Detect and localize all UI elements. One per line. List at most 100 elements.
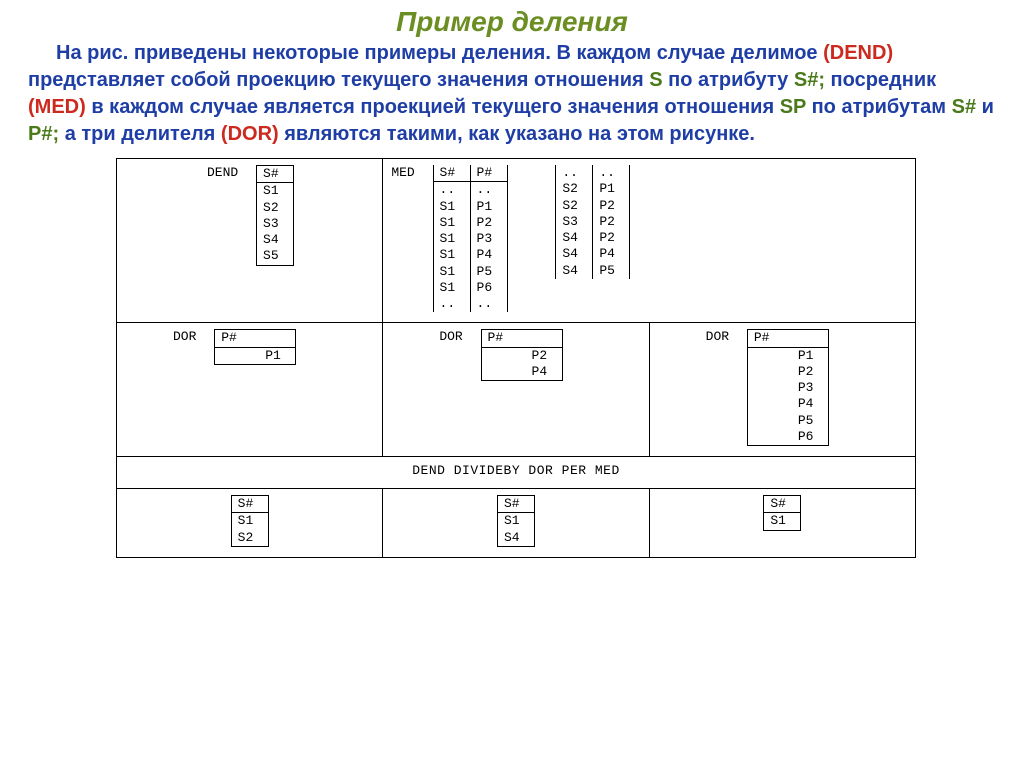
dor1-cell: P1 (215, 347, 296, 364)
term-s: S (649, 69, 662, 91)
caption: DEND DIVIDEBY DOR PER MED (117, 457, 916, 489)
table-dend: S# S1 S2 S3 S4 S5 (256, 165, 294, 266)
res1-header: S# (231, 496, 268, 513)
cell-res2: S# S1 S4 (383, 489, 649, 558)
med2-cell: P2 (593, 198, 630, 214)
label-dend: DEND (207, 165, 238, 180)
dend-cell: S2 (257, 200, 294, 216)
res2-cell: S1 (497, 513, 534, 530)
table-res3: S# S1 (763, 495, 801, 531)
intro-text: в каждом случае является проекцией текущ… (91, 96, 779, 118)
intro-text: представляет собой проекцию текущего зна… (28, 69, 649, 91)
med-cell: P6 (470, 280, 507, 296)
term-dor: (DOR) (221, 123, 279, 145)
med2-cell: P2 (593, 214, 630, 230)
dor3-cell: P3 (747, 380, 828, 396)
figure-grid: DEND S# S1 S2 S3 S4 S5 MED S# P# .... S1… (116, 158, 916, 558)
intro-text: по атрибуту (668, 69, 794, 91)
label-dor: DOR (439, 329, 462, 344)
row-dor: DOR P# P1 DOR P# P2 P4 DOR P# P1 P2 P3 P… (117, 323, 916, 457)
med2-cell: S2 (556, 181, 593, 197)
med-cell: .. (433, 296, 470, 312)
res1-cell: S2 (231, 530, 268, 547)
dend-header: S# (257, 166, 294, 183)
dor3-header: P# (747, 330, 828, 347)
intro-text: и (982, 96, 994, 118)
term-sp: SP (780, 96, 806, 118)
dend-cell: S1 (257, 183, 294, 200)
res2-cell: S4 (497, 530, 534, 547)
intro-paragraph: На рис. приведены некоторые примеры деле… (0, 40, 1024, 148)
med-cell: P1 (470, 199, 507, 215)
dor3-cell: P6 (747, 429, 828, 446)
dor3-cell: P4 (747, 396, 828, 412)
med2-cell: P5 (593, 263, 630, 279)
med2-cell: S4 (556, 230, 593, 246)
table-res1: S# S1 S2 (231, 495, 269, 547)
table-med-cont: .. .. S2P1 S2P2 S3P2 S4P2 S4P4 S4P5 (555, 165, 630, 279)
page-title: Пример деления (0, 6, 1024, 38)
dend-cell: S5 (257, 248, 294, 265)
med-cell: S1 (433, 247, 470, 263)
med2-header: .. (556, 165, 593, 181)
cell-med: MED S# P# .... S1P1 S1P2 S1P3 S1P4 S1P5 … (383, 159, 916, 323)
med-header: P# (470, 165, 507, 182)
med-cell: S1 (433, 264, 470, 280)
med-cell: S1 (433, 215, 470, 231)
cell-res1: S# S1 S2 (117, 489, 383, 558)
dor2-cell: P2 (481, 347, 562, 364)
label-dor: DOR (173, 329, 196, 344)
med-cell: .. (470, 296, 507, 312)
med2-header: .. (593, 165, 630, 181)
intro-text: посредник (831, 69, 937, 91)
med-cell: P3 (470, 231, 507, 247)
term-snum: S#; (794, 69, 825, 91)
dor2-header: P# (481, 330, 562, 347)
intro-text: являются такими, как указано на этом рис… (284, 123, 755, 145)
cell-dor2: DOR P# P2 P4 (383, 323, 649, 457)
row-caption: DEND DIVIDEBY DOR PER MED (117, 457, 916, 489)
med-header: S# (433, 165, 470, 182)
res1-cell: S1 (231, 513, 268, 530)
cell-res3: S# S1 (649, 489, 915, 558)
dend-cell: S4 (257, 232, 294, 248)
term-dend: (DEND) (823, 42, 893, 64)
label-med: MED (391, 165, 414, 180)
cell-dor1: DOR P# P1 (117, 323, 383, 457)
table-dor1: P# P1 (214, 329, 296, 365)
intro-text: по атрибутам (812, 96, 952, 118)
cell-dor3: DOR P# P1 P2 P3 P4 P5 P6 (649, 323, 915, 457)
med2-cell: P4 (593, 246, 630, 262)
med2-cell: S3 (556, 214, 593, 230)
table-dor3: P# P1 P2 P3 P4 P5 P6 (747, 329, 829, 446)
table-res2: S# S1 S4 (497, 495, 535, 547)
med-cell: .. (470, 182, 507, 199)
med2-cell: P1 (593, 181, 630, 197)
med-cell: P2 (470, 215, 507, 231)
res2-header: S# (497, 496, 534, 513)
med-cell: .. (433, 182, 470, 199)
med2-cell: S4 (556, 246, 593, 262)
res3-header: S# (764, 496, 801, 513)
dor3-cell: P2 (747, 364, 828, 380)
table-dor2: P# P2 P4 (481, 329, 563, 381)
med-cell: S1 (433, 231, 470, 247)
med-cell: P4 (470, 247, 507, 263)
dor3-cell: P1 (747, 347, 828, 364)
row-results: S# S1 S2 S# S1 S4 S# S1 (117, 489, 916, 558)
cell-dend: DEND S# S1 S2 S3 S4 S5 (117, 159, 383, 323)
med-cell: S1 (433, 280, 470, 296)
term-med: (MED) (28, 96, 86, 118)
table-med: S# P# .... S1P1 S1P2 S1P3 S1P4 S1P5 S1P6… (433, 165, 508, 312)
med2-cell: P2 (593, 230, 630, 246)
dor2-cell: P4 (481, 364, 562, 381)
med2-cell: S2 (556, 198, 593, 214)
dor3-cell: P5 (747, 413, 828, 429)
figure: DEND S# S1 S2 S3 S4 S5 MED S# P# .... S1… (116, 158, 916, 558)
intro-text: На рис. приведены некоторые примеры деле… (56, 42, 823, 64)
term-snum2: S# (952, 96, 976, 118)
dor1-header: P# (215, 330, 296, 347)
dend-cell: S3 (257, 216, 294, 232)
row-top: DEND S# S1 S2 S3 S4 S5 MED S# P# .... S1… (117, 159, 916, 323)
intro-text: а три делителя (65, 123, 221, 145)
